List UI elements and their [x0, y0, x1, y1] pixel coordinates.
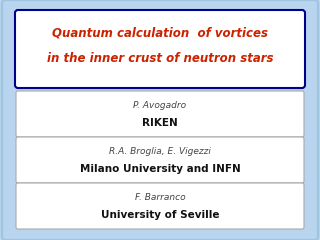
Text: Milano University and INFN: Milano University and INFN [80, 164, 240, 174]
Text: P. Avogadro: P. Avogadro [133, 101, 187, 110]
FancyBboxPatch shape [16, 183, 304, 229]
FancyBboxPatch shape [16, 137, 304, 183]
Text: RIKEN: RIKEN [142, 118, 178, 128]
Text: F. Barranco: F. Barranco [135, 193, 185, 202]
FancyBboxPatch shape [16, 91, 304, 137]
Text: Quantum calculation  of vortices: Quantum calculation of vortices [52, 26, 268, 40]
Text: in the inner crust of neutron stars: in the inner crust of neutron stars [47, 53, 273, 66]
FancyBboxPatch shape [15, 10, 305, 88]
Text: University of Seville: University of Seville [101, 210, 219, 220]
Text: R.A. Broglia, E. Vigezzi: R.A. Broglia, E. Vigezzi [109, 147, 211, 156]
